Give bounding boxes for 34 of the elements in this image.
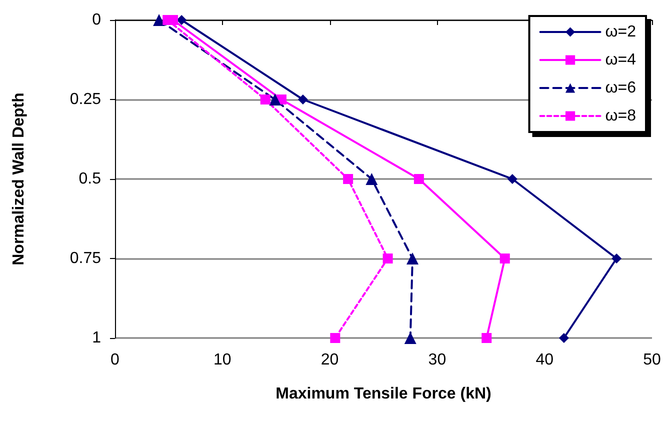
y-tick-label: 0.25 xyxy=(70,91,102,108)
point xyxy=(558,333,569,343)
legend-label: ω=6 xyxy=(605,80,636,96)
point xyxy=(500,254,510,264)
point xyxy=(406,252,418,264)
point xyxy=(269,94,282,106)
point xyxy=(414,174,424,184)
y-tick-label: 1 xyxy=(92,330,102,346)
point xyxy=(366,173,378,185)
y-tick-label: 0.5 xyxy=(78,170,102,188)
x-axis-title: Maximum Tensile Force (kN) xyxy=(276,386,492,402)
point xyxy=(153,14,166,26)
point xyxy=(507,174,518,184)
point xyxy=(260,94,270,104)
legend-label: ω=4 xyxy=(605,52,636,68)
x-tick-label: 0 xyxy=(110,352,120,368)
x-tick-label: 30 xyxy=(428,352,446,368)
y-axis-title: Normalized Wall Depth xyxy=(10,92,28,266)
point xyxy=(612,254,622,264)
point xyxy=(176,15,187,25)
legend-label: ω=8 xyxy=(605,108,636,124)
x-tick-label: 20 xyxy=(320,352,339,368)
legend-label: ω=2 xyxy=(605,24,636,40)
x-tick-label: 40 xyxy=(536,352,554,368)
y-tick-label: 0.75 xyxy=(70,250,102,267)
y-tick-label: 0 xyxy=(92,12,102,28)
point xyxy=(482,333,492,343)
point xyxy=(330,333,340,343)
x-tick-label: 50 xyxy=(643,352,661,368)
x-tick-label: 10 xyxy=(214,352,232,368)
point xyxy=(343,174,354,184)
point xyxy=(382,254,393,264)
point xyxy=(298,94,308,104)
point xyxy=(404,332,416,344)
